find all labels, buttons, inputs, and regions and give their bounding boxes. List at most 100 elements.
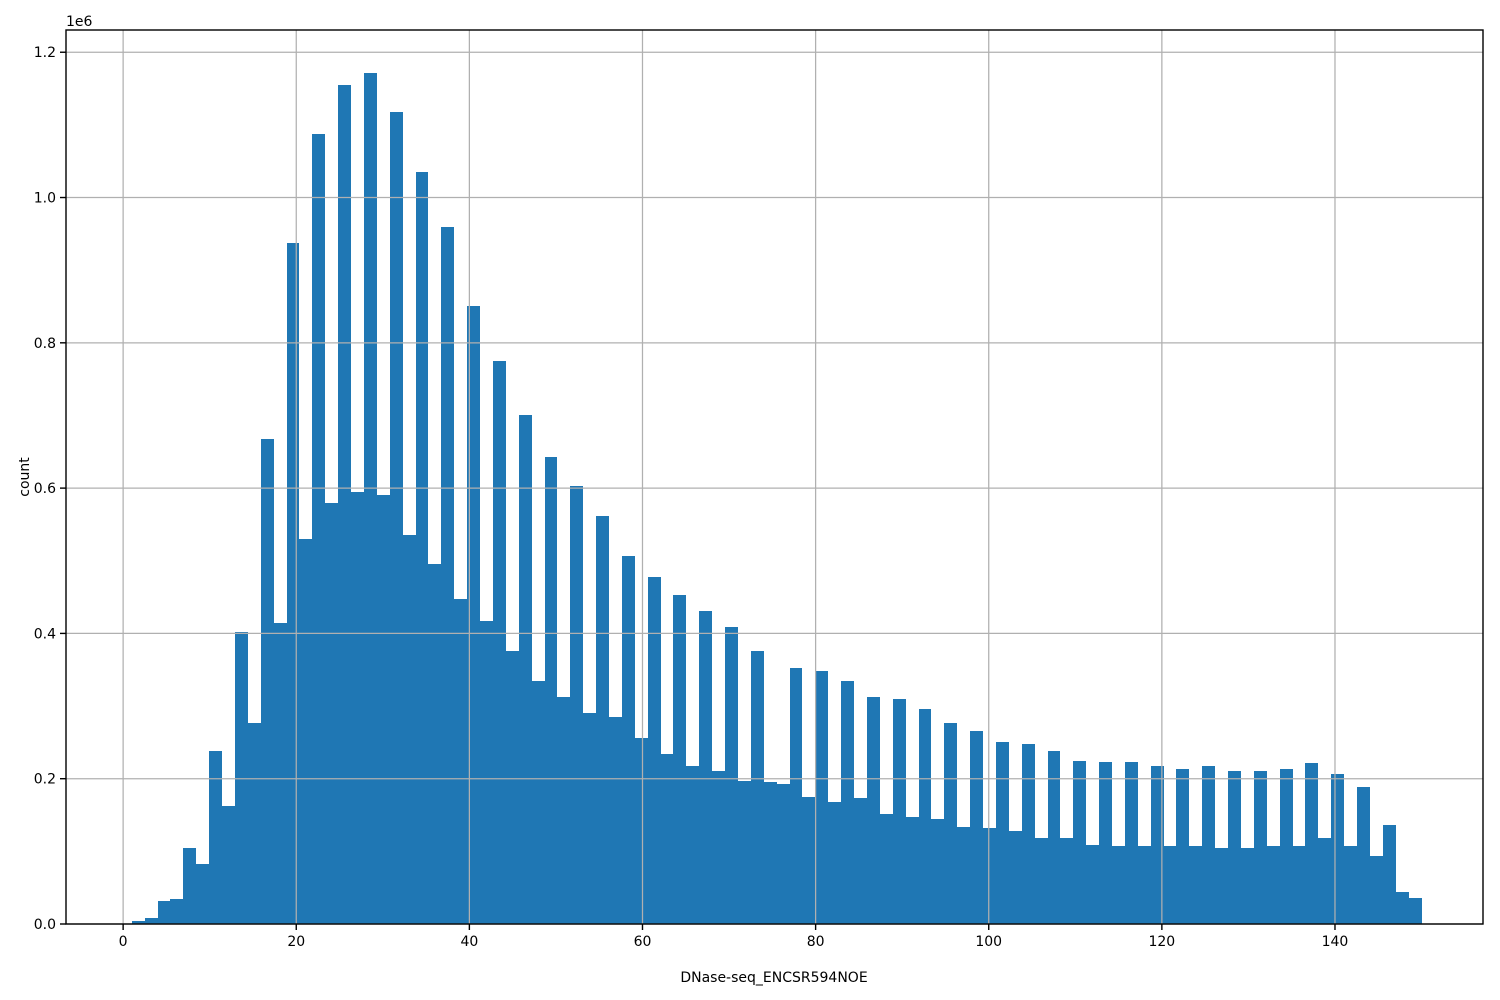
histogram-bar bbox=[377, 495, 390, 924]
histogram-bar bbox=[815, 671, 828, 924]
histogram-bar bbox=[1357, 787, 1370, 924]
histogram-bar bbox=[351, 492, 364, 924]
histogram-bar bbox=[1370, 856, 1383, 924]
histogram-bar bbox=[635, 738, 648, 924]
histogram-bar bbox=[364, 73, 377, 924]
histogram-bar bbox=[738, 781, 751, 924]
histogram-bar bbox=[1305, 763, 1318, 924]
histogram-bar bbox=[519, 415, 532, 924]
histogram-bar bbox=[441, 227, 454, 924]
axes-spine bbox=[65, 29, 1484, 925]
histogram-bar bbox=[931, 819, 944, 924]
histogram-bar bbox=[390, 112, 403, 924]
y-tick-label: 0.6 bbox=[34, 481, 56, 497]
histogram-bar bbox=[854, 798, 867, 924]
histogram-bar bbox=[1254, 771, 1267, 924]
histogram-bar bbox=[1086, 845, 1099, 924]
histogram-bar bbox=[725, 627, 738, 924]
histogram-bar bbox=[622, 556, 635, 924]
histogram-bar bbox=[1396, 892, 1409, 924]
histogram-bar bbox=[1112, 846, 1125, 924]
plot-border bbox=[65, 29, 1484, 925]
histogram-bar bbox=[1189, 846, 1202, 924]
histogram-bar bbox=[1099, 762, 1112, 924]
histogram-bar bbox=[545, 457, 557, 924]
tick-labels-group: 0 20 40 60 80 100 120 140 0.0 0.2 0.4 0.6 0.8 1.0 1.2 bbox=[34, 45, 1349, 950]
histogram-bar bbox=[919, 709, 931, 924]
histogram-bar bbox=[893, 699, 906, 924]
histogram-bar bbox=[454, 599, 467, 924]
histogram-bar bbox=[325, 503, 338, 924]
y-tick-label: 1.0 bbox=[34, 191, 56, 207]
histogram-bar bbox=[416, 172, 428, 924]
histogram-bar bbox=[1164, 846, 1176, 924]
x-tick-label: 20 bbox=[287, 934, 305, 950]
histogram-bar bbox=[287, 243, 299, 924]
x-tick-label: 80 bbox=[807, 934, 825, 950]
histogram-bar bbox=[1073, 761, 1086, 924]
histogram-bar bbox=[1228, 771, 1241, 924]
histogram-bar bbox=[596, 516, 609, 924]
histogram-bar bbox=[1383, 825, 1396, 924]
histogram-bar bbox=[1048, 751, 1060, 924]
histogram-bar bbox=[1280, 769, 1293, 924]
histogram-bar bbox=[686, 766, 699, 924]
histogram-bar bbox=[557, 697, 570, 924]
y-tick-label: 0.8 bbox=[34, 336, 56, 352]
histogram-bar bbox=[196, 864, 209, 924]
histogram-bar bbox=[1202, 766, 1215, 924]
histogram-bar bbox=[970, 731, 983, 924]
histogram-bar bbox=[1267, 846, 1280, 924]
histogram-bar bbox=[1215, 848, 1228, 924]
histogram-bar bbox=[661, 754, 673, 924]
histogram-bar bbox=[248, 723, 261, 924]
histogram-bar bbox=[944, 723, 957, 924]
histogram-bar bbox=[1060, 838, 1073, 924]
histogram-bar bbox=[673, 595, 686, 924]
histogram-bar bbox=[235, 632, 248, 924]
histogram-bar bbox=[777, 784, 790, 924]
histogram-bar bbox=[209, 751, 222, 924]
histogram-bar bbox=[312, 134, 325, 924]
histogram-bar bbox=[299, 539, 312, 924]
y-axis-label: count bbox=[17, 457, 33, 497]
y-tick-label: 0.2 bbox=[34, 772, 56, 788]
histogram-bar bbox=[751, 651, 764, 924]
histogram-bar bbox=[1022, 744, 1035, 924]
histogram-bar bbox=[841, 681, 854, 924]
x-tick-label: 0 bbox=[119, 934, 128, 950]
histogram-bar bbox=[1125, 762, 1138, 924]
y-tick-label: 1.2 bbox=[34, 45, 56, 61]
histogram-bar bbox=[467, 306, 480, 924]
x-axis-label: DNase-seq_ENCSR594NOE bbox=[680, 970, 867, 986]
histogram-bar bbox=[996, 742, 1009, 924]
histogram-bar bbox=[983, 828, 996, 924]
x-tick-label: 100 bbox=[975, 934, 1002, 950]
histogram-bar bbox=[532, 681, 545, 924]
y-tick-label: 0.0 bbox=[34, 917, 56, 933]
histogram-bar bbox=[1331, 774, 1344, 924]
histogram-bar bbox=[867, 697, 880, 924]
histogram-bar bbox=[1318, 838, 1331, 924]
histogram-bar bbox=[222, 806, 235, 924]
histogram-bar bbox=[1151, 766, 1164, 924]
bars-group bbox=[132, 73, 1422, 924]
histogram-bar bbox=[609, 717, 622, 924]
histogram-bar bbox=[790, 668, 802, 924]
histogram-bar bbox=[828, 802, 841, 924]
histogram-bar bbox=[145, 918, 158, 924]
histogram-bar bbox=[274, 623, 287, 924]
histogram-bar bbox=[764, 782, 777, 924]
histogram-bar bbox=[1009, 831, 1022, 924]
histogram-bar bbox=[1035, 838, 1048, 924]
histogram-bar bbox=[802, 797, 815, 924]
y-axis-offset-text: 1e6 bbox=[66, 14, 93, 30]
histogram-bar bbox=[1344, 846, 1357, 924]
histogram-bar bbox=[1241, 848, 1254, 924]
histogram-bar bbox=[428, 564, 441, 924]
histogram-bar bbox=[957, 827, 970, 924]
x-tick-label: 40 bbox=[460, 934, 478, 950]
tick-marks-group bbox=[60, 51, 1336, 930]
histogram-bar bbox=[880, 814, 893, 924]
